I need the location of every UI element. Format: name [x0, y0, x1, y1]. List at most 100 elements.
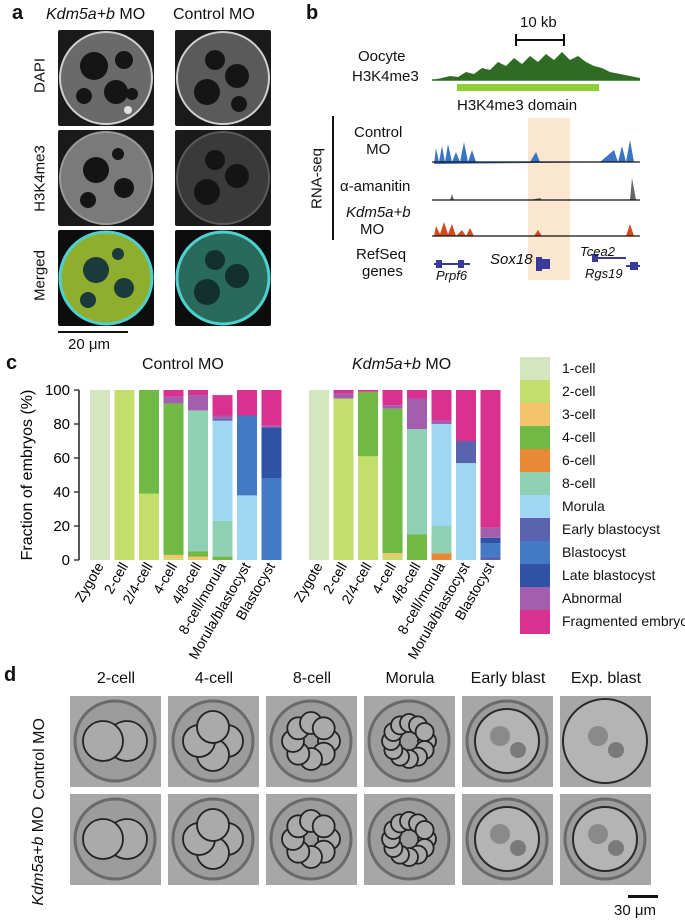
track-label-amanitin: α-amanitin: [340, 178, 411, 195]
bar-segment: [163, 396, 184, 404]
bar-segment: [237, 415, 257, 496]
legend-label: Abnormal: [562, 590, 622, 606]
oocyte-label-line2: H3K4me3: [352, 68, 419, 85]
bar-segment: [188, 395, 208, 411]
bar-segment: [188, 390, 208, 396]
stacked-bar-chart: Fraction of embryos (%) 0 20 40 60 80 100 Zygot…: [19, 382, 501, 660]
legend-swatch: [520, 518, 550, 542]
bar-segment: [358, 456, 378, 560]
scale-tick-left: [515, 34, 517, 46]
nucleus-image: [175, 230, 271, 326]
legend-swatch: [520, 564, 550, 588]
bar-segment: [431, 424, 452, 526]
bar-segment: [456, 441, 476, 464]
bar-segment: [139, 390, 159, 494]
embryo-image: [560, 794, 651, 885]
col-title-rest: MO: [114, 6, 146, 23]
bar-segment: [382, 390, 403, 406]
bar-segment: [358, 391, 378, 457]
panel-d-scale-label: 30 μm: [614, 902, 656, 919]
legend-label: 8-cell: [562, 475, 596, 491]
bar-segment: [480, 390, 501, 528]
bar-segment: [407, 534, 427, 560]
oocyte-label-line1: Oocyte: [358, 48, 406, 65]
chart-legend: 1-cell 2-cell 3-cell 4-cell 6-cell 8-cell Moru…: [520, 357, 685, 637]
bar-segment: [382, 405, 403, 409]
bar-segment: [480, 543, 501, 557]
embryo-image: [266, 696, 357, 787]
panel-a-scale-bar: [58, 331, 128, 333]
legend-swatch: [520, 610, 550, 634]
panel-a-scale-label: 20 μm: [68, 336, 110, 353]
row-label-rest: MO: [30, 806, 47, 837]
bar-segment: [237, 495, 257, 560]
bar-segment: [431, 553, 452, 560]
scale-tick-right: [563, 34, 565, 46]
y-tick-label: 40: [53, 484, 70, 501]
track-label-kdm5: Kdm5a+b MO: [346, 204, 411, 238]
embryo-image: [364, 794, 455, 885]
bar-segment: [212, 420, 233, 521]
bar-segment: [456, 390, 476, 441]
col-title-rest: Control MO: [173, 6, 255, 23]
legend-label: 2-cell: [562, 383, 596, 399]
legend-swatch: [520, 495, 550, 519]
refseq-genes-track: [434, 254, 640, 271]
bar-segment: [407, 390, 427, 399]
bar-segment: [333, 398, 354, 560]
panel-d-col-title: 8-cell: [292, 670, 332, 687]
h3k4me3-domain-bar: [457, 84, 599, 91]
embryo-image: [462, 794, 553, 885]
legend-swatch: [520, 449, 550, 473]
panel-a-label: a: [12, 2, 24, 24]
panel-d-col-title: Early blast: [470, 670, 546, 687]
y-tick-label: 20: [53, 518, 70, 535]
panel-b-scale-bar: [515, 39, 565, 41]
panel-d-col-title: Exp. blast: [570, 670, 642, 687]
nucleus-image: [58, 230, 154, 326]
y-tick-label: 80: [53, 416, 70, 433]
track-control-signal: [434, 140, 640, 164]
h3k4me3-domain-label: H3K4me3 domain: [457, 97, 578, 114]
legend-swatch: [520, 403, 550, 427]
bar-segment: [382, 408, 403, 554]
bar-segment: [456, 463, 476, 560]
nucleus-image: [176, 131, 270, 225]
legend-label: Early blastocyst: [562, 521, 661, 537]
legend-label: 4-cell: [562, 429, 596, 445]
embryo-image: [70, 696, 161, 787]
micrograph-kdm5-merged: [58, 230, 154, 326]
bar-segment: [188, 551, 208, 557]
legend-swatch: [520, 426, 550, 450]
panel-b-label: b: [306, 2, 319, 24]
track-label-line: MO: [360, 221, 385, 238]
bar-segment: [114, 390, 135, 560]
refseq-label: RefSeq genes: [356, 246, 406, 280]
embryo-image: [462, 696, 553, 787]
bar-segment: [407, 398, 427, 430]
chart-title-italic: Kdm5a+b: [352, 356, 421, 373]
embryo-image: [560, 696, 651, 787]
legend-swatch: [520, 472, 550, 496]
legend-label: 6-cell: [562, 452, 596, 468]
micrograph-kdm5-dapi: [58, 30, 154, 126]
micrograph-control-merged: [175, 230, 271, 326]
rnaseq-bracket: [332, 116, 334, 240]
bar-segment: [480, 537, 501, 543]
panel-d-scale-bar: [628, 895, 658, 898]
bar-segment: [163, 558, 184, 560]
legend-swatch: [520, 587, 550, 611]
gene-tcea2: Tcea2: [580, 244, 615, 259]
bar-segment: [333, 393, 354, 399]
legend-label: Late blastocyst: [562, 567, 656, 583]
chart-title-kdm5: Kdm5a+b MO: [352, 356, 451, 374]
row-label-dapi: DAPI: [31, 58, 49, 94]
panel-d-label: d: [4, 664, 17, 686]
gene-sox18: Sox18: [490, 251, 533, 268]
micrograph-kdm5-h3k4me3: [58, 130, 154, 226]
micrograph-control-dapi: [175, 30, 271, 126]
row-label-merged: Merged: [31, 250, 49, 301]
bar-segment: [407, 429, 427, 535]
bar-segment: [480, 527, 501, 538]
bar-segment: [212, 418, 233, 421]
